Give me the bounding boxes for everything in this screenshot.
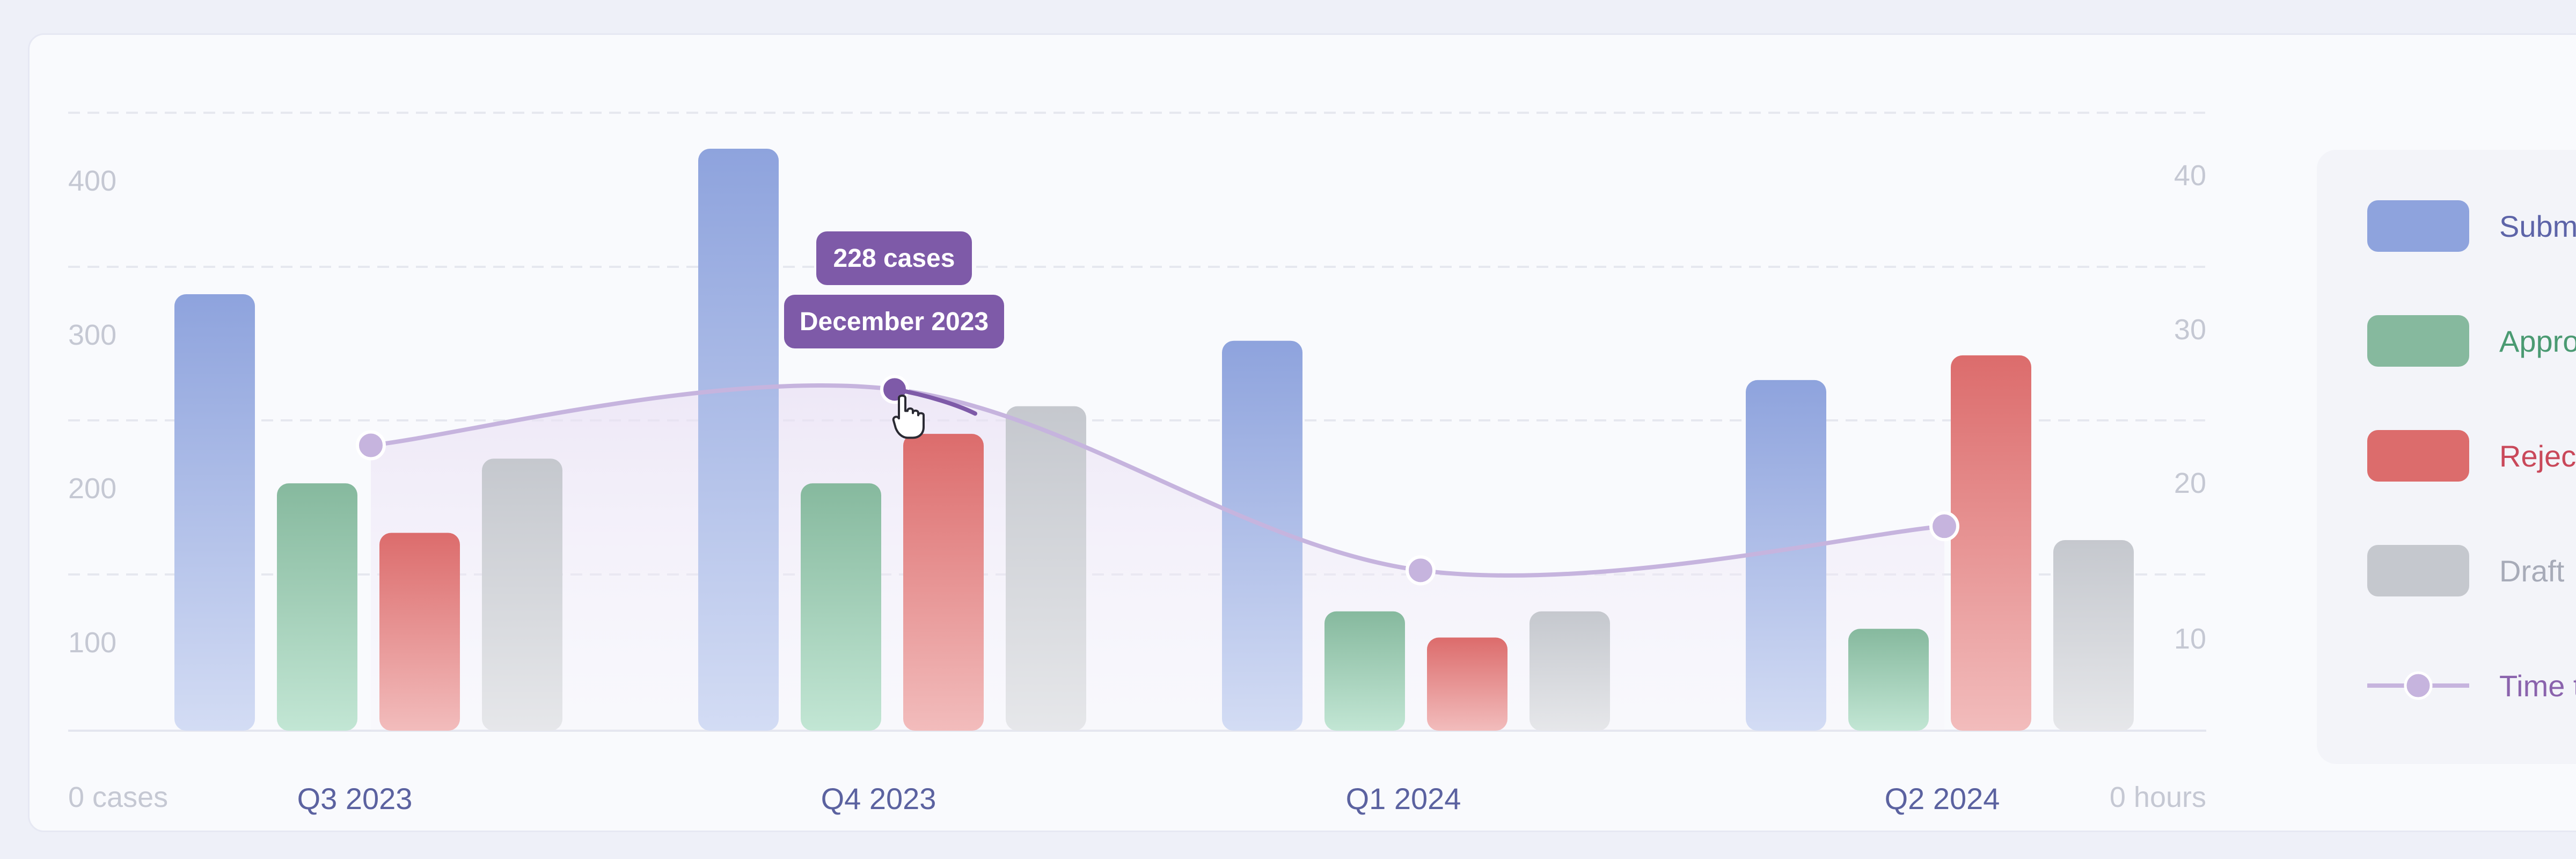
bar-rejected-q2-2024[interactable]	[1951, 355, 2031, 731]
y-right-zero-label: 0 hours	[2110, 781, 2206, 813]
y-left-tick-label: 400	[68, 165, 116, 197]
line-point-q1-2024[interactable]	[1406, 555, 1436, 586]
y-left-zero-label: 0 cases	[68, 781, 168, 813]
line-area-fill	[371, 385, 1944, 731]
bar-submitted-q1-2024[interactable]	[1222, 340, 1302, 731]
x-tick-label: Q4 2023	[821, 782, 936, 816]
legend-label: Draft	[2499, 554, 2565, 588]
legend-swatch	[2367, 200, 2469, 252]
bar-approved-q1-2024[interactable]	[1324, 611, 1405, 731]
legend-label: Time to	[2499, 669, 2576, 703]
y-right-tick-label: 30	[2174, 314, 2206, 346]
legend: Submitted Approved Rejected Draft Time to	[2317, 150, 2576, 764]
bar-approved-q2-2024[interactable]	[1848, 629, 1929, 731]
legend-line-marker-icon	[2367, 671, 2469, 700]
bar-approved-q3-2023[interactable]	[277, 483, 357, 731]
legend-swatch	[2367, 430, 2469, 482]
legend-swatch	[2367, 315, 2469, 367]
y-right-tick-label: 10	[2174, 623, 2206, 655]
bar-rejected-q4-2023[interactable]	[903, 434, 984, 731]
tooltip-value-label: 228 cases	[833, 244, 955, 273]
bar-draft-q2-2024[interactable]	[2053, 540, 2134, 731]
bar-submitted-q2-2024[interactable]	[1746, 380, 1826, 731]
x-tick-label: Q1 2024	[1346, 782, 1461, 816]
legend-label: Approved	[2499, 324, 2576, 358]
line-point-q3-2023[interactable]	[356, 430, 386, 461]
chart-card: 400 300 200 100 0 cases 40 30 20 10 0 hours Q3 202…	[28, 33, 2576, 832]
line-highlight-segment	[892, 387, 977, 416]
y-left-tick-label: 200	[68, 472, 116, 505]
legend-label: Submitted	[2499, 209, 2576, 243]
line-point-q2-2024[interactable]	[1929, 511, 1959, 542]
bar-submitted-q4-2023[interactable]	[698, 149, 779, 731]
y-left-tick-label: 100	[68, 627, 116, 659]
tooltip-value-box	[816, 231, 972, 285]
bar-draft-q3-2023[interactable]	[482, 458, 562, 731]
bar-draft-q1-2024[interactable]	[1529, 611, 1610, 731]
x-tick-label: Q2 2024	[1885, 782, 2000, 816]
bar-submitted-q3-2023[interactable]	[174, 294, 255, 731]
y-left-tick-label: 300	[68, 319, 116, 351]
hand-cursor-shape	[892, 394, 925, 439]
bar-draft-q4-2023[interactable]	[1006, 406, 1086, 731]
y-right-tick-label: 20	[2174, 467, 2206, 499]
bar-rejected-q3-2023[interactable]	[379, 533, 460, 731]
tooltip-period-box	[784, 295, 1004, 348]
tooltip-period: December 2023	[784, 295, 1004, 348]
bar-rejected-q1-2024[interactable]	[1427, 637, 1507, 731]
tooltip-period-label: December 2023	[800, 308, 989, 336]
chart-plot: 400 300 200 100 0 cases 40 30 20 10 0 hours Q3 202…	[68, 112, 2206, 816]
bar-approved-q4-2023[interactable]	[801, 483, 881, 731]
legend-swatch	[2367, 545, 2469, 596]
tooltip-value: 228 cases	[816, 231, 972, 285]
y-right-tick-label: 40	[2174, 159, 2206, 192]
legend-label: Rejected	[2499, 439, 2576, 473]
x-tick-label: Q3 2023	[297, 782, 413, 816]
line-series-time-to	[369, 383, 1946, 578]
hand-cursor-icon	[892, 394, 925, 439]
